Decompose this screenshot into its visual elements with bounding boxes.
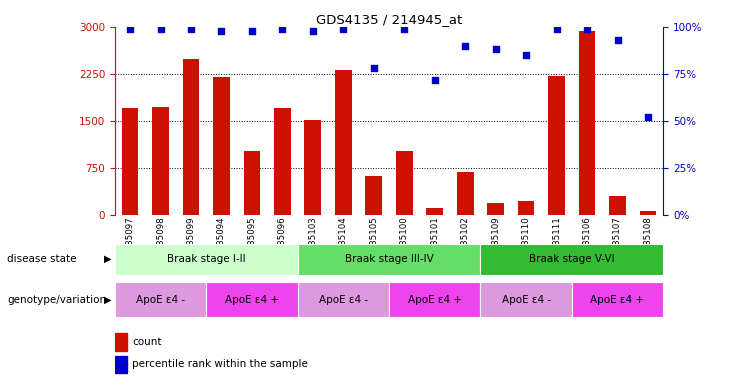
Bar bbox=[518, 200, 534, 215]
Bar bbox=[335, 70, 352, 215]
Point bbox=[216, 28, 227, 34]
Text: ApoE ε4 -: ApoE ε4 - bbox=[502, 295, 551, 305]
Bar bbox=[579, 31, 596, 215]
Text: ▶: ▶ bbox=[104, 254, 111, 264]
Text: ApoE ε4 -: ApoE ε4 - bbox=[319, 295, 368, 305]
Point bbox=[581, 26, 593, 32]
Text: Braak stage V-VI: Braak stage V-VI bbox=[529, 254, 614, 264]
Point bbox=[551, 26, 562, 32]
Bar bbox=[396, 151, 413, 215]
Text: ApoE ε4 +: ApoE ε4 + bbox=[408, 295, 462, 305]
Text: genotype/variation: genotype/variation bbox=[7, 295, 107, 305]
Point bbox=[520, 52, 532, 58]
Point bbox=[124, 26, 136, 32]
Point bbox=[307, 28, 319, 34]
Text: ApoE ε4 +: ApoE ε4 + bbox=[591, 295, 645, 305]
Point bbox=[155, 26, 167, 32]
Text: Braak stage I-II: Braak stage I-II bbox=[167, 254, 245, 264]
Bar bbox=[572, 282, 663, 317]
Bar bbox=[298, 282, 389, 317]
Bar bbox=[213, 77, 230, 215]
Bar bbox=[389, 282, 480, 317]
Title: GDS4135 / 214945_at: GDS4135 / 214945_at bbox=[316, 13, 462, 26]
Point bbox=[642, 114, 654, 120]
Bar bbox=[115, 333, 127, 351]
Point bbox=[337, 26, 349, 32]
Bar bbox=[274, 108, 290, 215]
Point bbox=[246, 28, 258, 34]
Point bbox=[368, 65, 379, 71]
Bar bbox=[480, 244, 663, 275]
Bar bbox=[298, 244, 480, 275]
Text: disease state: disease state bbox=[7, 254, 77, 264]
Point bbox=[185, 26, 197, 32]
Bar bbox=[115, 244, 298, 275]
Point bbox=[399, 26, 411, 32]
Bar bbox=[456, 172, 473, 215]
Text: ApoE ε4 -: ApoE ε4 - bbox=[136, 295, 185, 305]
Bar bbox=[548, 76, 565, 215]
Text: count: count bbox=[133, 337, 162, 347]
Bar bbox=[426, 208, 443, 215]
Bar bbox=[122, 108, 139, 215]
Bar bbox=[206, 282, 298, 317]
Bar bbox=[152, 107, 169, 215]
Bar bbox=[488, 203, 504, 215]
Point bbox=[276, 26, 288, 32]
Text: percentile rank within the sample: percentile rank within the sample bbox=[133, 359, 308, 369]
Text: Braak stage III-IV: Braak stage III-IV bbox=[345, 254, 433, 264]
Point bbox=[459, 43, 471, 49]
Bar bbox=[480, 282, 572, 317]
Bar bbox=[244, 151, 260, 215]
Text: ApoE ε4 +: ApoE ε4 + bbox=[225, 295, 279, 305]
Bar bbox=[305, 120, 322, 215]
Bar bbox=[115, 356, 127, 373]
Point bbox=[490, 46, 502, 53]
Bar bbox=[115, 282, 206, 317]
Bar bbox=[182, 60, 199, 215]
Text: ▶: ▶ bbox=[104, 295, 111, 305]
Bar bbox=[365, 176, 382, 215]
Point bbox=[429, 76, 441, 83]
Point bbox=[611, 37, 623, 43]
Bar bbox=[639, 211, 657, 215]
Bar bbox=[609, 195, 626, 215]
